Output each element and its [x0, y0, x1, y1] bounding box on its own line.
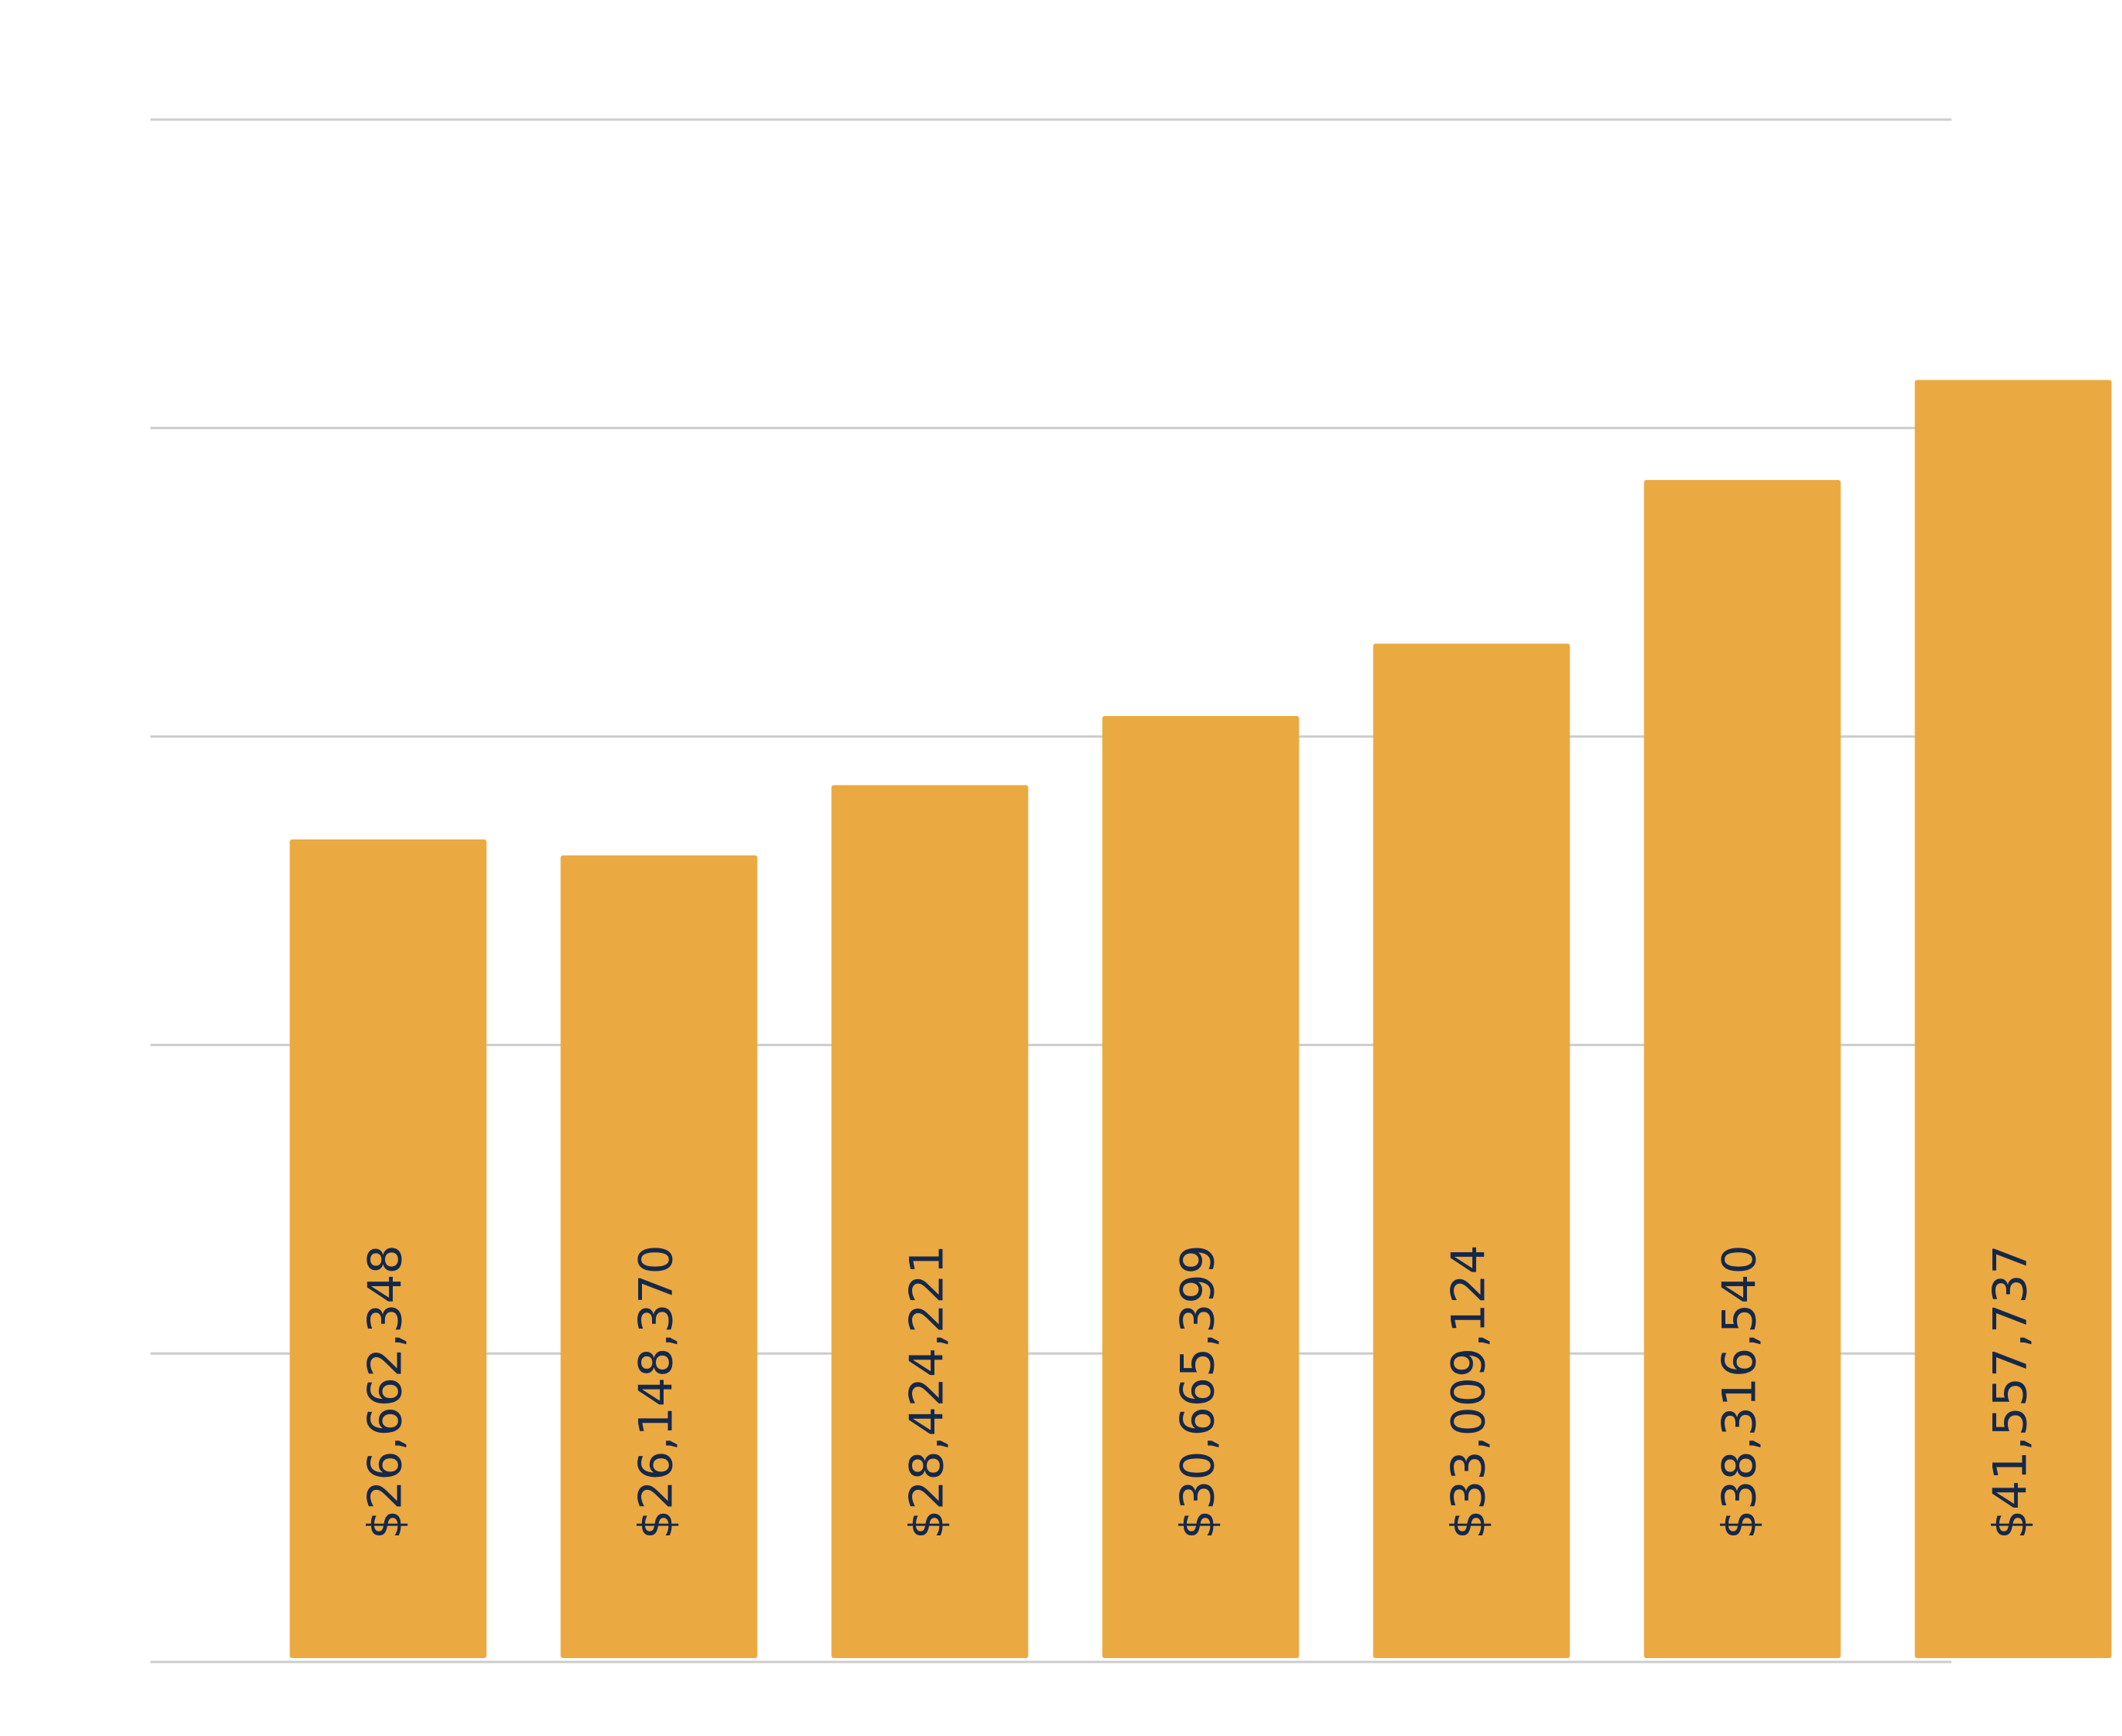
data-label: $33,009,124: [1442, 1245, 1496, 1539]
bar: [560, 855, 758, 1658]
bar: [1102, 715, 1299, 1659]
bar: [289, 839, 487, 1658]
bar: [1373, 643, 1570, 1659]
data-label: $26,148,370: [630, 1245, 684, 1539]
data-label: $38,316,540: [1713, 1245, 1767, 1539]
bar: [1644, 480, 1841, 1658]
data-label: $30,665,399: [1171, 1245, 1225, 1539]
data-label: $41,557,737: [1984, 1245, 2038, 1539]
bar: [831, 785, 1029, 1659]
bar: [1914, 380, 2112, 1658]
data-label: $28,424,221: [900, 1245, 955, 1539]
data-label: $26,662,348: [359, 1245, 413, 1539]
